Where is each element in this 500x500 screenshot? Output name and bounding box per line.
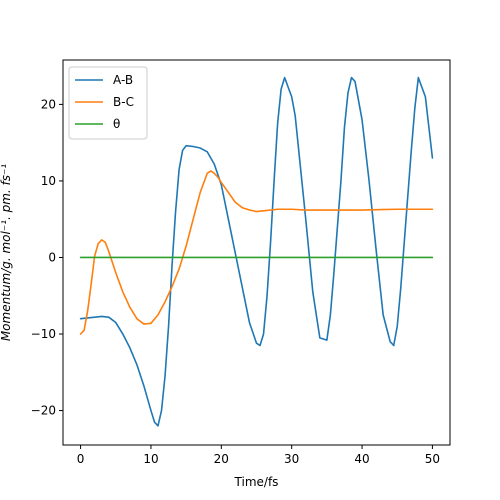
y-axis-ticks: −20 −10 0 10 20 bbox=[31, 97, 63, 418]
x-tick-label: 30 bbox=[284, 452, 299, 466]
series-line-0 bbox=[79, 76, 434, 427]
legend-label: θ bbox=[113, 117, 120, 131]
legend: A-B B-C θ bbox=[68, 66, 148, 140]
y-tick-label: −20 bbox=[31, 404, 56, 418]
x-axis-ticks: 0 10 20 30 40 50 bbox=[77, 445, 440, 466]
x-tick-label: 40 bbox=[354, 452, 369, 466]
plot-lines bbox=[79, 76, 434, 427]
plot-frame bbox=[62, 59, 451, 446]
legend-label: A-B bbox=[113, 73, 133, 87]
legend-box bbox=[68, 66, 148, 140]
y-tick-label: 0 bbox=[48, 250, 56, 264]
y-axis-label: Momentum/g. mol⁻¹. pm. fs⁻¹ bbox=[0, 164, 13, 342]
y-tick-label: 20 bbox=[41, 97, 56, 111]
x-tick-label: 0 bbox=[77, 452, 85, 466]
y-tick-label: −10 bbox=[31, 327, 56, 341]
legend-label: B-C bbox=[113, 95, 134, 109]
x-tick-label: 50 bbox=[425, 452, 440, 466]
x-tick-label: 10 bbox=[143, 452, 158, 466]
x-axis-label: Time/fs bbox=[234, 475, 279, 489]
x-tick-label: 20 bbox=[214, 452, 229, 466]
series-line-1 bbox=[79, 170, 434, 335]
y-tick-label: 10 bbox=[41, 174, 56, 188]
